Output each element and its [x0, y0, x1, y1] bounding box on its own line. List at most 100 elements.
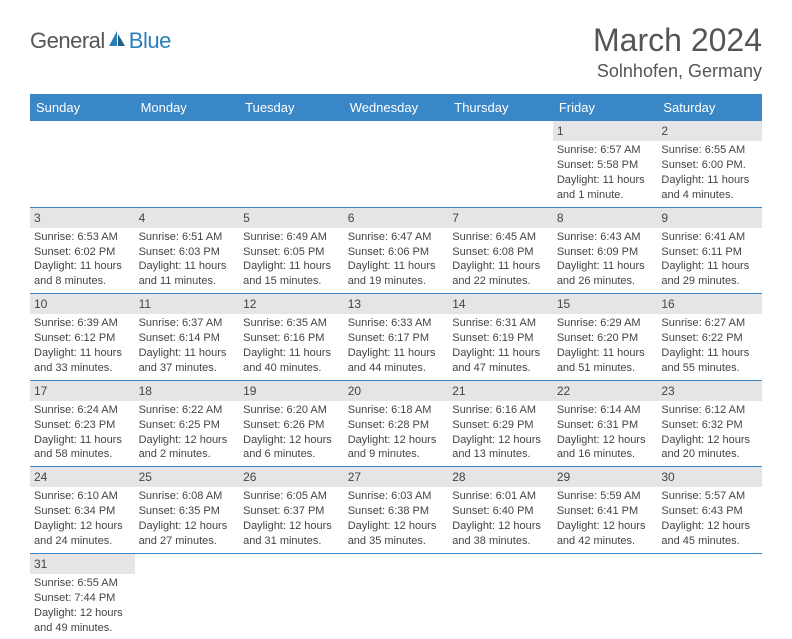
calendar-row: 3Sunrise: 6:53 AMSunset: 6:02 PMDaylight… — [30, 208, 762, 295]
sunset-text: Sunset: 6:31 PM — [557, 418, 654, 433]
sunrise-text: Sunrise: 6:53 AM — [34, 230, 131, 245]
daylight-text: Daylight: 11 hours and 22 minutes. — [452, 259, 549, 289]
daylight-text: Daylight: 11 hours and 55 minutes. — [661, 346, 758, 376]
day-cell: 11Sunrise: 6:37 AMSunset: 6:14 PMDayligh… — [135, 294, 240, 381]
calendar-cell: 25Sunrise: 6:08 AMSunset: 6:35 PMDayligh… — [135, 467, 240, 554]
sunset-text: Sunset: 7:44 PM — [34, 591, 131, 606]
day-cell: 18Sunrise: 6:22 AMSunset: 6:25 PMDayligh… — [135, 381, 240, 468]
calendar-cell — [448, 121, 553, 208]
daylight-text: Daylight: 11 hours and 15 minutes. — [243, 259, 340, 289]
day-cell: 9Sunrise: 6:41 AMSunset: 6:11 PMDaylight… — [657, 208, 762, 295]
day-number: 26 — [239, 467, 344, 487]
sunset-text: Sunset: 6:03 PM — [139, 245, 236, 260]
calendar-cell: 22Sunrise: 6:14 AMSunset: 6:31 PMDayligh… — [553, 381, 658, 468]
sunset-text: Sunset: 6:43 PM — [661, 504, 758, 519]
daylight-text: Daylight: 11 hours and 26 minutes. — [557, 259, 654, 289]
sunrise-text: Sunrise: 6:39 AM — [34, 316, 131, 331]
sunrise-text: Sunrise: 6:16 AM — [452, 403, 549, 418]
calendar-cell: 2 Sunrise: 6:55 AMSunset: 6:00 PM.Dayligh… — [657, 121, 762, 208]
day-cell: 29Sunrise: 5:59 AMSunset: 6:41 PMDayligh… — [553, 467, 658, 554]
logo: General Blue — [30, 22, 171, 54]
calendar-cell: 27Sunrise: 6:03 AMSunset: 6:38 PMDayligh… — [344, 467, 449, 554]
sunrise-text: Sunrise: 6:18 AM — [348, 403, 445, 418]
empty-cell — [135, 554, 240, 639]
weekday-header: Saturday — [657, 94, 762, 121]
calendar-row: 24 Sunrise: 6:10 AMSunset: 6:34 PM Dayligh… — [30, 467, 762, 554]
calendar-cell — [448, 554, 553, 639]
day-number: 1 — [553, 121, 658, 141]
empty-cell — [239, 121, 344, 208]
day-number: 30 — [657, 467, 762, 487]
calendar: Sunday Monday Tuesday Wednesday Thursday… — [30, 94, 762, 639]
calendar-cell: 18Sunrise: 6:22 AMSunset: 6:25 PMDayligh… — [135, 381, 240, 468]
calendar-cell: 15Sunrise: 6:29 AMSunset: 6:20 PMDayligh… — [553, 294, 658, 381]
calendar-row: 31Sunrise: 6:55 AMSunset: 7:44 PMDayligh… — [30, 554, 762, 639]
sunset-text: Sunset: 6:28 PM — [348, 418, 445, 433]
calendar-cell: 30Sunrise: 5:57 AMSunset: 6:43 PMDayligh… — [657, 467, 762, 554]
day-cell: 13Sunrise: 6:33 AMSunset: 6:17 PMDayligh… — [344, 294, 449, 381]
day-number: 11 — [135, 294, 240, 314]
sunset-text: Sunset: 6:19 PM — [452, 331, 549, 346]
calendar-cell: 23Sunrise: 6:12 AMSunset: 6:32 PMDayligh… — [657, 381, 762, 468]
weekday-header: Monday — [135, 94, 240, 121]
calendar-cell: 8Sunrise: 6:43 AMSunset: 6:09 PMDaylight… — [553, 208, 658, 295]
sunrise-text: Sunrise: 6:57 AM — [557, 143, 654, 158]
weekday-header: Sunday — [30, 94, 135, 121]
calendar-cell: 21Sunrise: 6:16 AMSunset: 6:29 PMDayligh… — [448, 381, 553, 468]
calendar-cell: 4Sunrise: 6:51 AMSunset: 6:03 PMDaylight… — [135, 208, 240, 295]
day-number: 6 — [344, 208, 449, 228]
sunrise-text: Sunrise: 6:55 AM — [34, 576, 131, 591]
empty-cell — [239, 554, 344, 639]
calendar-cell — [344, 121, 449, 208]
sunrise-text: Sunrise: 6:27 AM — [661, 316, 758, 331]
sunrise-text: Sunrise: 6:12 AM — [661, 403, 758, 418]
sunset-text: Sunset: 6:26 PM — [243, 418, 340, 433]
daylight-text: Daylight: 12 hours and 9 minutes. — [348, 433, 445, 463]
sunrise-text: Sunrise: 6:10 AM — [34, 489, 131, 504]
day-cell: 3Sunrise: 6:53 AMSunset: 6:02 PMDaylight… — [30, 208, 135, 295]
daylight-text: Daylight: 11 hours and 4 minutes. — [661, 173, 758, 203]
sunrise-text: Sunrise: 6:03 AM — [348, 489, 445, 504]
day-number: 31 — [30, 554, 135, 574]
daylight-text: Daylight: 11 hours and 19 minutes. — [348, 259, 445, 289]
sunrise-text: Sunrise: 6:35 AM — [243, 316, 340, 331]
day-cell: 19Sunrise: 6:20 AMSunset: 6:26 PMDayligh… — [239, 381, 344, 468]
sunset-text: Sunset: 6:11 PM — [661, 245, 758, 260]
calendar-cell — [657, 554, 762, 639]
sunrise-text: Sunrise: 6:05 AM — [243, 489, 340, 504]
calendar-cell: 28Sunrise: 6:01 AMSunset: 6:40 PMDayligh… — [448, 467, 553, 554]
sunset-text: Sunset: 6:12 PM — [34, 331, 131, 346]
sunrise-text: Sunrise: 6:55 AM — [661, 143, 758, 158]
day-number: 19 — [239, 381, 344, 401]
daylight-text: Daylight: 11 hours and 11 minutes. — [139, 259, 236, 289]
daylight-text: Daylight: 11 hours and 40 minutes. — [243, 346, 340, 376]
sunset-text: Sunset: 6:00 PM. — [661, 158, 758, 173]
sunrise-text: Sunrise: 6:01 AM — [452, 489, 549, 504]
calendar-cell: 24Sunrise: 6:10 AMSunset: 6:34 PMDayligh… — [30, 467, 135, 554]
day-number: 22 — [553, 381, 658, 401]
calendar-cell: 3Sunrise: 6:53 AMSunset: 6:02 PMDaylight… — [30, 208, 135, 295]
day-number: 15 — [553, 294, 658, 314]
calendar-cell: 16Sunrise: 6:27 AMSunset: 6:22 PMDayligh… — [657, 294, 762, 381]
daylight-text: Daylight: 12 hours and 38 minutes. — [452, 519, 549, 549]
sunrise-text: Sunrise: 6:37 AM — [139, 316, 236, 331]
day-cell: 17Sunrise: 6:24 AMSunset: 6:23 PMDayligh… — [30, 381, 135, 468]
sunset-text: Sunset: 6:02 PM — [34, 245, 131, 260]
sunrise-text: Sunrise: 6:47 AM — [348, 230, 445, 245]
calendar-cell: 12Sunrise: 6:35 AMSunset: 6:16 PMDayligh… — [239, 294, 344, 381]
daylight-text: Daylight: 12 hours and 6 minutes. — [243, 433, 340, 463]
sunrise-text: Sunrise: 6:45 AM — [452, 230, 549, 245]
day-cell: 2 Sunrise: 6:55 AMSunset: 6:00 PM.Dayligh… — [657, 121, 762, 208]
sunset-text: Sunset: 6:20 PM — [557, 331, 654, 346]
day-number: 14 — [448, 294, 553, 314]
day-cell: 24Sunrise: 6:10 AMSunset: 6:34 PMDayligh… — [30, 467, 135, 554]
sail-icon — [107, 29, 127, 54]
sunrise-text: Sunrise: 6:31 AM — [452, 316, 549, 331]
day-cell: 16Sunrise: 6:27 AMSunset: 6:22 PMDayligh… — [657, 294, 762, 381]
day-number: 2 — [657, 121, 762, 141]
sunset-text: Sunset: 6:32 PM — [661, 418, 758, 433]
sunset-text: Sunset: 6:34 PM — [34, 504, 131, 519]
calendar-cell — [553, 554, 658, 639]
day-number: 24 — [30, 467, 135, 487]
header: General Blue March 2024 Solnhofen, Germa… — [30, 22, 762, 82]
